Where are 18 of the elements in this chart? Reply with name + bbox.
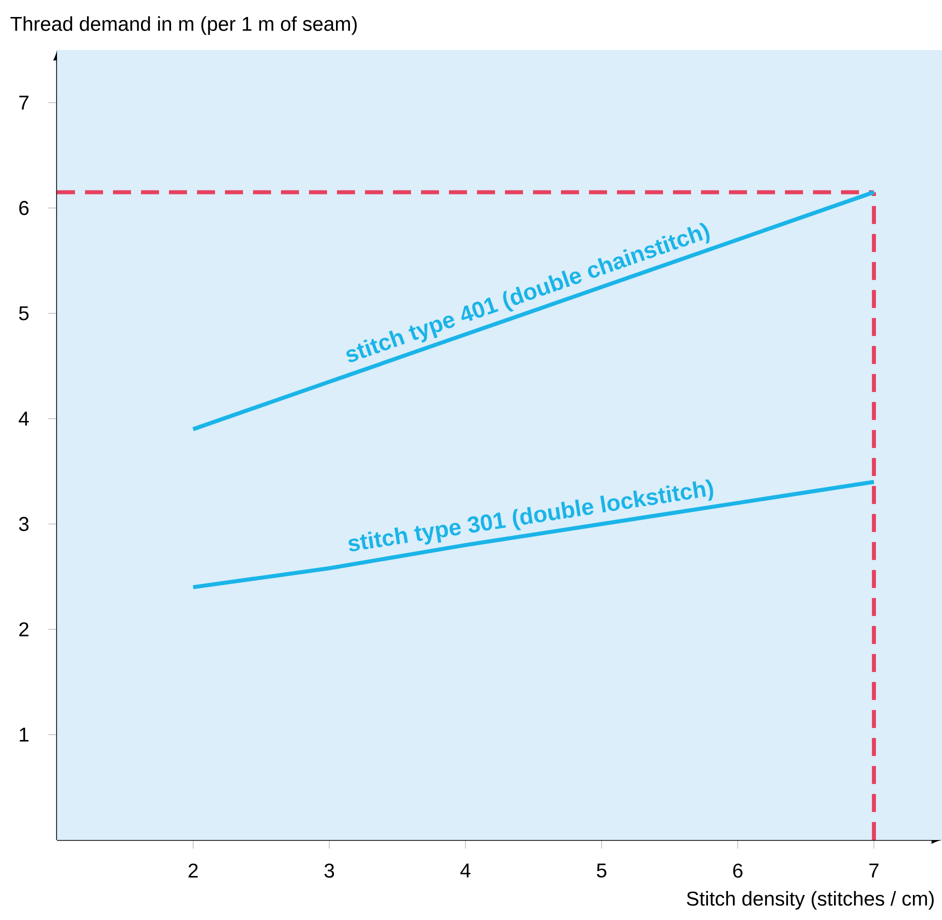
y-tick-label: 1 [20, 728, 28, 742]
x-tick-label: 6 [733, 864, 742, 878]
x-tick-label: 2 [188, 864, 198, 878]
x-tick-label: 3 [324, 864, 334, 878]
y-tick-label: 4 [18, 412, 29, 426]
y-tick-label: 5 [19, 306, 29, 320]
line-series [191, 190, 876, 432]
y-tick-label: 7 [19, 96, 28, 110]
x-tick-label: 7 [869, 864, 878, 878]
x-tick-label: 5 [596, 864, 606, 878]
y-tick-label: 2 [19, 622, 28, 636]
line-series [191, 480, 876, 590]
text: stitch type 301 (double lockstitch) [348, 479, 714, 552]
x-tick-label: 4 [460, 864, 470, 878]
y-axis-title: Thread demand in m (per 1 m of seam) [10, 16, 357, 35]
y-tick-label: 6 [19, 200, 29, 216]
x-axis-title: Stitch density (stitches / cm) [686, 891, 934, 910]
y-tick-label: 3 [19, 516, 29, 532]
